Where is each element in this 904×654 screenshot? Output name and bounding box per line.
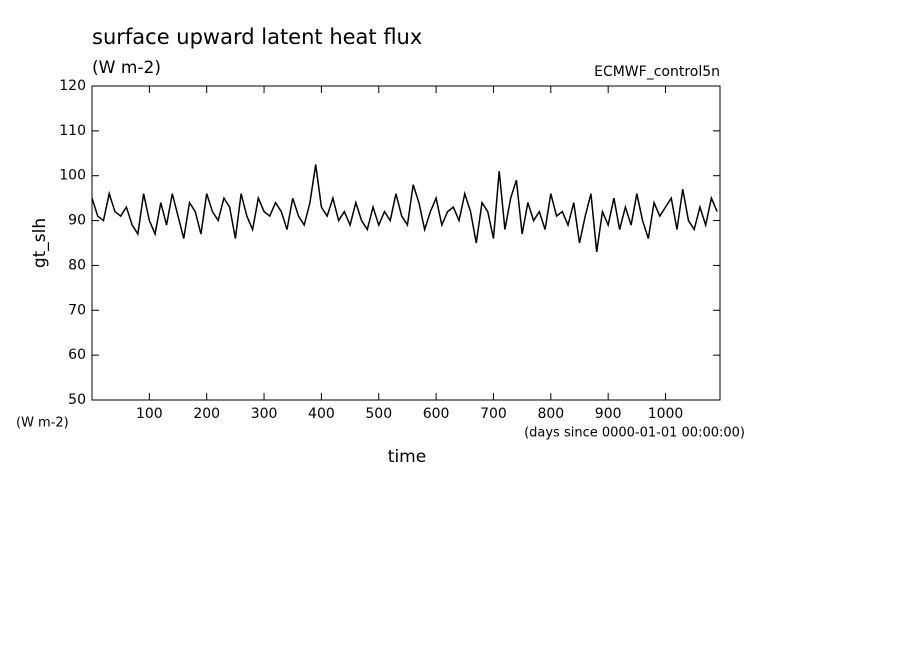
x-unit-label: (days since 0000-01-01 00:00:00) [524, 426, 745, 441]
x-tick-label: 100 [136, 406, 163, 422]
x-tick-label: 500 [365, 406, 392, 422]
y-unit-label: (W m-2) [16, 416, 69, 431]
y-tick-label: 90 [68, 213, 86, 229]
x-tick-label: 1000 [648, 406, 684, 422]
x-tick-label: 400 [308, 406, 335, 422]
x-tick-label: 900 [595, 406, 622, 422]
data-line [91, 164, 718, 253]
y-axis-label: gt_slh [30, 218, 50, 268]
source-label: ECMWF_control5n [594, 64, 720, 80]
subtitle: (W m-2) [92, 58, 161, 78]
x-tick-label: 800 [537, 406, 564, 422]
chart-title: surface upward latent heat flux [92, 25, 422, 49]
y-tick-label: 50 [68, 392, 86, 408]
x-tick-label: 600 [423, 406, 450, 422]
plot-frame [91, 85, 721, 401]
x-tick-label: 700 [480, 406, 507, 422]
y-tick-label: 70 [68, 302, 86, 318]
x-axis-label: time [388, 447, 426, 467]
y-tick-label: 110 [59, 123, 86, 139]
y-tick-label: 100 [59, 168, 86, 184]
y-tick-label: 120 [59, 78, 86, 94]
y-tick-label: 60 [68, 347, 86, 363]
x-tick-label: 300 [251, 406, 278, 422]
y-tick-label: 80 [68, 257, 86, 273]
x-tick-label: 200 [193, 406, 220, 422]
